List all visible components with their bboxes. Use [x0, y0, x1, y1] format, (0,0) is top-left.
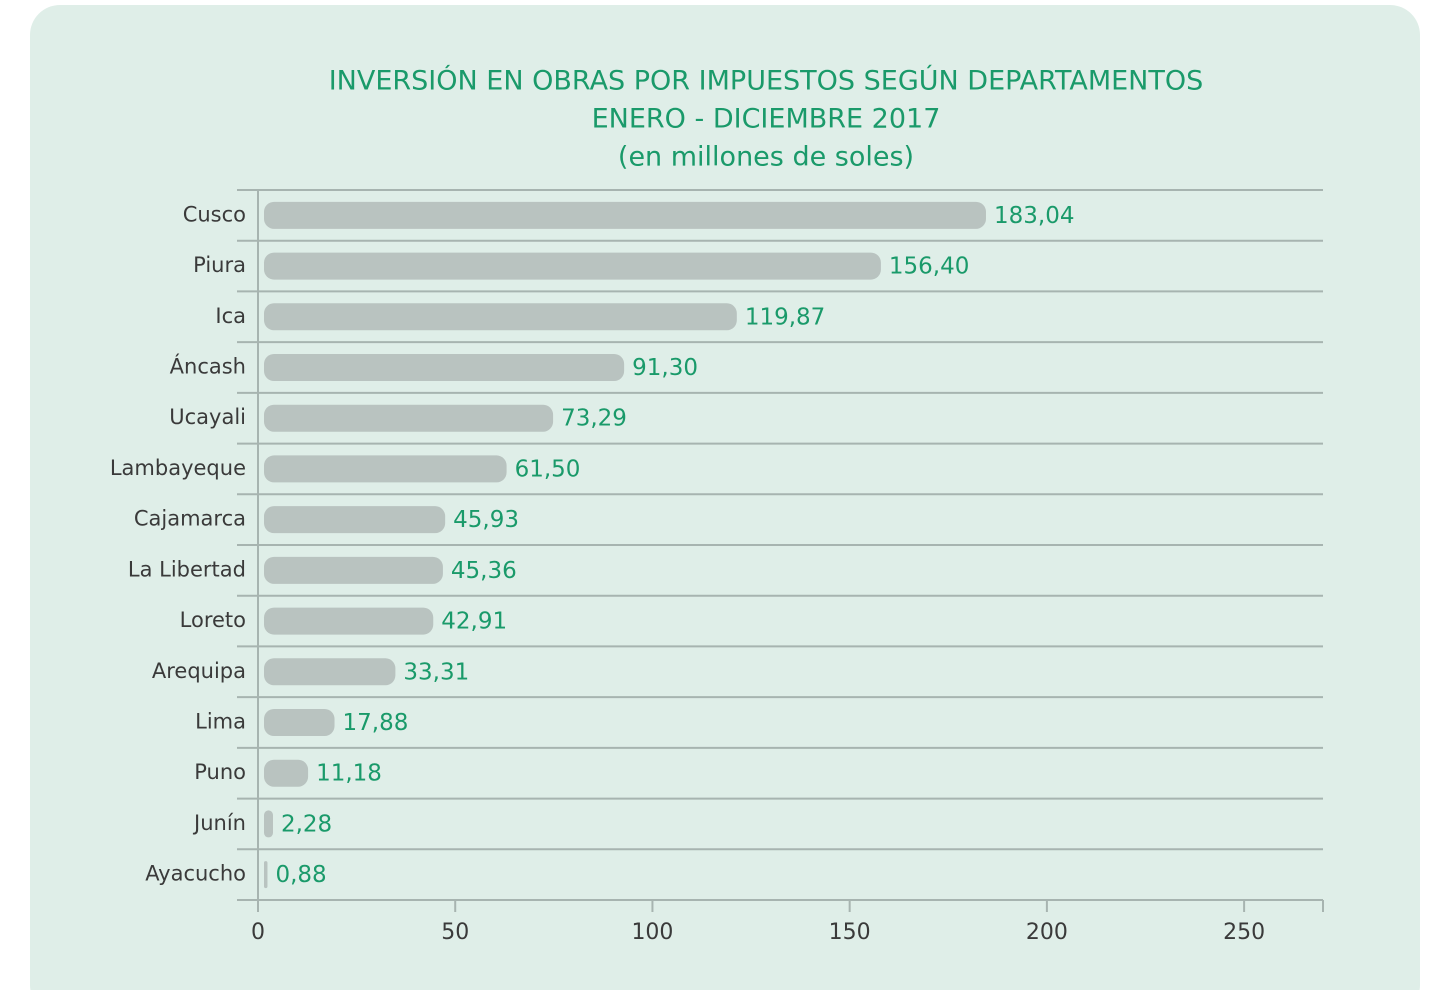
bar [264, 404, 554, 432]
bar [264, 607, 434, 635]
category-label: Piura [193, 253, 246, 277]
value-label: 156,40 [889, 254, 969, 280]
x-tick-label: 200 [1026, 920, 1068, 945]
value-label: 119,87 [745, 304, 825, 330]
value-label: 33,31 [403, 659, 469, 685]
value-label: 183,04 [994, 203, 1074, 229]
chart-units: (en millones de soles) [618, 142, 914, 173]
bar [264, 252, 881, 280]
bar [264, 709, 335, 736]
bar [264, 506, 446, 534]
value-label: 0,88 [275, 862, 326, 888]
value-label: 42,91 [441, 609, 507, 635]
bar [264, 810, 273, 838]
value-label: 91,30 [632, 355, 698, 381]
category-label: Ucayali [169, 405, 246, 429]
bar [264, 201, 986, 229]
x-tick-label: 150 [829, 920, 871, 945]
value-label: 17,88 [343, 710, 409, 736]
category-label: Cajamarca [134, 507, 246, 531]
bar [264, 455, 507, 483]
bar [264, 556, 443, 584]
x-tick-label: 250 [1223, 920, 1265, 945]
x-tick-label: 0 [251, 920, 265, 945]
bar [264, 861, 268, 889]
category-label: Lima [195, 710, 246, 734]
chart-subtitle: ENERO - DICIEMBRE 2017 [592, 104, 941, 135]
chart-title: INVERSIÓN EN OBRAS POR IMPUESTOS SEGÚN D… [329, 65, 1204, 97]
category-label: Ayacucho [145, 862, 246, 886]
value-label: 73,29 [561, 406, 627, 432]
category-label: Áncash [170, 354, 246, 379]
value-label: 45,36 [451, 558, 517, 584]
panel [30, 5, 1420, 990]
bar [264, 354, 625, 381]
category-label: Loreto [180, 608, 246, 632]
value-label: 2,28 [281, 811, 332, 837]
value-label: 61,50 [515, 456, 581, 482]
bar [264, 303, 737, 331]
bar [264, 759, 309, 787]
x-tick-label: 100 [631, 920, 673, 945]
category-label: Ica [215, 304, 246, 328]
category-label: Puno [194, 760, 246, 784]
bar [264, 658, 396, 686]
category-label: Cusco [183, 202, 246, 226]
x-tick-label: 50 [441, 920, 469, 945]
category-label: Junín [192, 811, 246, 835]
category-label: Arequipa [152, 659, 246, 683]
value-label: 11,18 [316, 761, 382, 787]
value-label: 45,93 [453, 507, 519, 533]
category-label: Lambayeque [110, 456, 246, 480]
category-label: La Libertad [128, 557, 246, 581]
